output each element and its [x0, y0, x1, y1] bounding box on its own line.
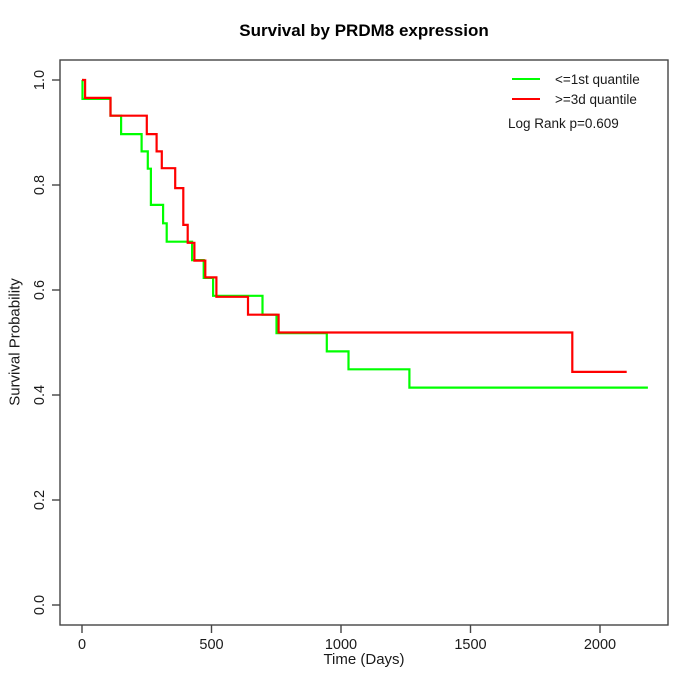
legend: <=1st quantile >=3d quantile Log Rank p=…	[505, 69, 640, 132]
log-rank-pvalue: Log Rank p=0.609	[508, 116, 619, 131]
x-tick-label: 500	[199, 637, 223, 653]
chart-title: Survival by PRDM8 expression	[239, 21, 489, 40]
legend-line-sample-red-icon	[512, 98, 540, 100]
y-tick-label: 0.2	[32, 490, 48, 510]
legend-item-low-quantile: <=1st quantile	[505, 69, 640, 89]
y-tick-label: 0.0	[32, 595, 48, 615]
plot-box	[59, 59, 669, 626]
x-tick-label: 1000	[325, 637, 357, 653]
y-tick-label: 0.6	[32, 280, 48, 300]
survival-curve-low-expression	[81, 78, 648, 389]
legend-label-low-quantile: <=1st quantile	[555, 71, 640, 87]
legend-item-high-quantile: >=3d quantile	[505, 89, 640, 109]
x-axis-label: Time (Days)	[323, 651, 405, 668]
x-tick-label: 1500	[454, 637, 486, 653]
y-tick-label: 1.0	[32, 70, 48, 90]
survival-curve-high-expression	[82, 78, 627, 373]
y-axis-label: Survival Probability	[6, 278, 24, 406]
legend-line-sample-green-icon	[512, 78, 540, 80]
y-tick-label: 0.4	[32, 385, 48, 405]
x-tick-label: 2000	[584, 637, 616, 653]
y-tick-label: 0.8	[32, 175, 48, 195]
legend-label-high-quantile: >=3d quantile	[555, 91, 637, 107]
x-tick-label: 0	[78, 637, 86, 653]
